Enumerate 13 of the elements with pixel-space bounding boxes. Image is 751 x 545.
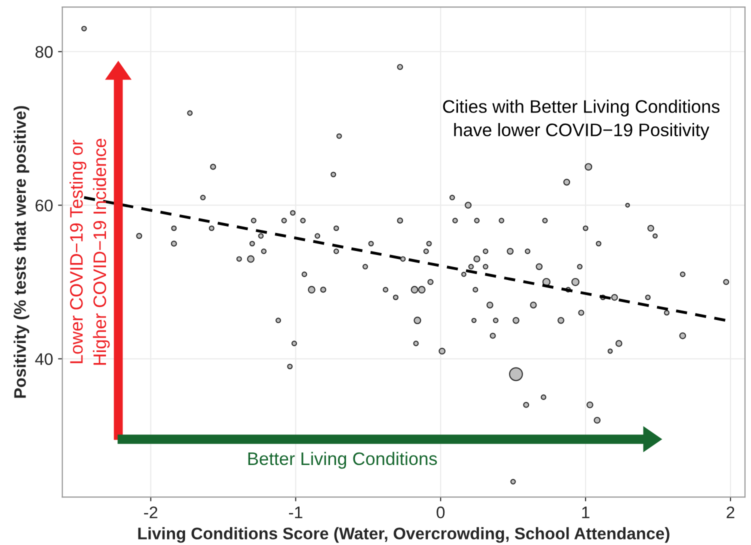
x-tick-label: 1 [582, 506, 590, 518]
annotation: Cities with Better Living Conditions have lower COVID−19 Positivity [443, 100, 720, 140]
y-tick-label: 80 [35, 46, 53, 58]
x-tick-label: 2 [726, 506, 734, 518]
x-tick-label: -1 [289, 506, 302, 518]
x-axis-title: Living Conditions Score (Water, Overcrowding, School Attendance) [138, 527, 670, 543]
y-tick-label: 40 [35, 353, 53, 366]
x-tick-label: 0 [436, 506, 445, 518]
y-axis-title: Positivity (% tests that were positive) [14, 106, 30, 398]
y-tick-label: 60 [36, 200, 53, 212]
annotation: Lower COVID−19 Testing or Higher COVID−19 Incidence [70, 138, 110, 365]
x-tick-label: -2 [144, 506, 158, 518]
annotation: Better Living Conditions [248, 452, 437, 469]
